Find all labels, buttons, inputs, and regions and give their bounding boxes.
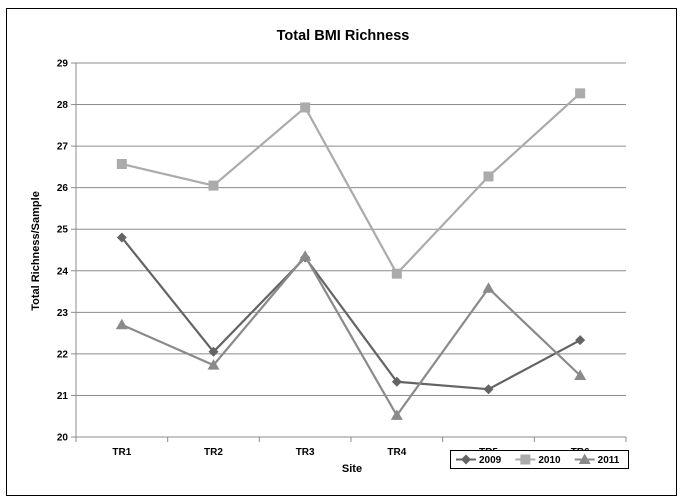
legend: 2009 2010 2011	[450, 450, 629, 469]
data-point-2009	[116, 232, 127, 243]
data-point-2011	[390, 409, 403, 420]
gridlines	[76, 62, 626, 396]
data-point-2011	[574, 369, 587, 380]
legend-marker	[520, 454, 531, 465]
x-tick-label: TR1	[112, 447, 131, 458]
y-tick-label: 21	[57, 391, 69, 402]
y-tick-label: 28	[57, 100, 69, 111]
y-tick-label: 23	[57, 308, 69, 319]
y-tick-label: 26	[57, 183, 69, 194]
series-2010	[116, 88, 586, 279]
y-tick-label: 25	[57, 225, 69, 236]
data-point-2009	[575, 335, 586, 346]
data-point-2010	[483, 171, 494, 182]
legend-label: 2011	[598, 455, 620, 466]
y-tick-label: 22	[57, 349, 69, 360]
legend-label: 2009	[479, 455, 502, 466]
data-point-2009	[483, 384, 494, 395]
legend-marker	[461, 454, 471, 465]
data-point-2011	[482, 282, 495, 293]
legend-item-2010: 2010	[515, 454, 561, 466]
series-group	[115, 88, 587, 420]
data-point-2010	[208, 180, 219, 191]
data-point-2010	[391, 268, 402, 279]
series-line-2010	[121, 92, 581, 275]
legend-marker	[578, 453, 591, 464]
data-point-2009	[391, 376, 402, 387]
data-point-2010	[116, 158, 127, 169]
y-tick-label: 27	[57, 142, 69, 153]
series-2011	[115, 250, 587, 420]
y-axis-label: Total Richness/Sample	[30, 191, 42, 311]
x-axis-label: Site	[342, 463, 362, 475]
data-point-2010	[300, 102, 311, 113]
series-line-2011	[121, 255, 581, 417]
data-point-2009	[208, 346, 219, 357]
x-tick-label: TR3	[296, 447, 315, 458]
axes	[71, 62, 627, 442]
data-point-2011	[207, 359, 220, 370]
y-tick-label: 29	[57, 59, 69, 70]
x-tick-label: TR2	[204, 447, 223, 458]
series-line-2009	[120, 236, 581, 391]
data-point-2011	[115, 318, 128, 330]
chart-border	[6, 8, 677, 496]
legend-label: 2010	[538, 455, 561, 466]
data-point-2010	[575, 88, 586, 99]
legend-item-2009: 2009	[456, 454, 502, 466]
data-point-2011	[299, 250, 312, 261]
chart-title: Total BMI Richness	[277, 28, 410, 44]
x-tick-label: TR4	[387, 447, 406, 458]
legend-item-2011: 2011	[574, 453, 620, 466]
y-tick-label: 20	[57, 433, 69, 444]
y-tick-label: 24	[57, 266, 69, 277]
